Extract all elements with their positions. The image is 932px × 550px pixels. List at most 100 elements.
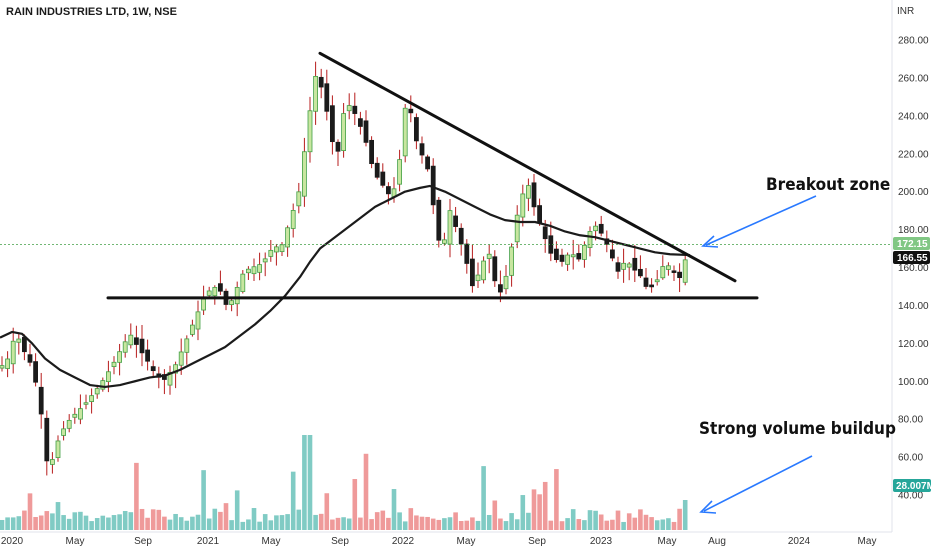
candle-body — [464, 243, 470, 264]
volume-bar — [324, 493, 330, 530]
price-tick-label: 60.00 — [898, 453, 923, 464]
time-tick-label: May — [66, 536, 85, 547]
candle-body — [666, 265, 671, 270]
candle-body — [598, 223, 604, 234]
candle-body — [369, 139, 375, 165]
volume-bar — [229, 520, 234, 530]
candle-body — [212, 287, 218, 297]
candle — [173, 361, 179, 389]
volume-bar — [16, 516, 22, 530]
price-badge: 172.15 — [893, 237, 930, 250]
volume-bar — [363, 453, 369, 530]
chart-title: RAIN INDUSTRIES LTD, 1W, NSE — [6, 6, 177, 18]
candle-body — [632, 257, 638, 271]
candle-body — [0, 365, 5, 369]
volume-bar — [453, 512, 458, 530]
candle-body — [436, 199, 442, 241]
candle-body — [5, 358, 10, 369]
candle — [55, 435, 61, 462]
candle — [313, 61, 319, 125]
candle-body — [374, 162, 380, 178]
candle-body — [413, 117, 419, 142]
candle — [419, 136, 425, 164]
candle-body — [638, 268, 643, 277]
candle — [301, 137, 307, 207]
candle — [139, 324, 145, 367]
volume-bar — [257, 521, 262, 530]
candle — [643, 267, 649, 290]
time-tick-label: 2024 — [788, 536, 811, 547]
volume-bar — [223, 503, 229, 530]
candle-body — [184, 338, 190, 353]
candle — [290, 203, 296, 238]
volume-bar — [190, 516, 195, 530]
candle-body — [458, 227, 464, 245]
candle-body — [570, 254, 576, 258]
candle — [481, 256, 487, 284]
volume-bar — [22, 510, 27, 530]
candle-body — [481, 260, 487, 281]
volume-bar — [598, 514, 604, 530]
candle-body — [55, 440, 61, 458]
volume-bar — [5, 517, 10, 530]
candle — [184, 335, 190, 365]
ma-value: 166.55 — [897, 253, 928, 264]
candle-body — [425, 156, 431, 170]
candle — [682, 253, 688, 286]
candle-body — [262, 258, 268, 263]
candle — [318, 68, 324, 99]
candle — [626, 262, 632, 281]
price-tick-label: 180.00 — [898, 225, 929, 236]
volume-bar — [38, 515, 44, 530]
candle-body — [72, 413, 78, 418]
candle — [621, 248, 626, 283]
breakout-arrow — [705, 195, 817, 246]
candle-body — [363, 120, 369, 143]
candle — [111, 356, 117, 375]
candle — [61, 421, 66, 441]
volume-bar — [27, 493, 33, 530]
price-tick-label: 120.00 — [898, 339, 929, 350]
candle — [27, 343, 33, 367]
volume-bar — [537, 494, 542, 530]
candle-body — [100, 380, 106, 390]
candle-body — [565, 254, 570, 265]
volume-bar — [178, 517, 184, 530]
candle-body — [290, 210, 296, 229]
candle-body — [61, 428, 66, 436]
candle — [514, 205, 520, 249]
last-price-value: 172.15 — [897, 239, 928, 250]
time-tick-label: Aug — [708, 536, 726, 547]
volume-bar — [531, 489, 537, 530]
candle-body — [542, 226, 548, 240]
time-tick-label: 2020 — [1, 536, 24, 547]
candle — [576, 244, 582, 262]
candle — [122, 334, 128, 358]
candle — [44, 410, 50, 476]
volume-bar — [520, 495, 526, 530]
candle-body — [554, 248, 559, 261]
candle — [10, 327, 16, 374]
volume-bar — [330, 519, 335, 530]
candle — [677, 263, 682, 293]
candle-body — [492, 256, 498, 282]
candle-body — [89, 395, 94, 402]
candle-body — [441, 239, 447, 244]
candle-body — [503, 275, 509, 290]
candle-body — [593, 225, 598, 232]
volume-bar — [150, 509, 156, 530]
candle — [666, 262, 671, 276]
volume-bar — [470, 517, 475, 530]
candle — [329, 95, 335, 155]
candle — [582, 241, 587, 268]
candle-body — [419, 143, 425, 156]
volume-bar — [285, 514, 290, 530]
volume-bar — [666, 518, 671, 530]
candle — [486, 244, 492, 274]
candle-body — [217, 283, 223, 292]
volume-bar — [128, 512, 134, 530]
volume-bar — [576, 519, 582, 530]
candle-body — [27, 354, 33, 363]
